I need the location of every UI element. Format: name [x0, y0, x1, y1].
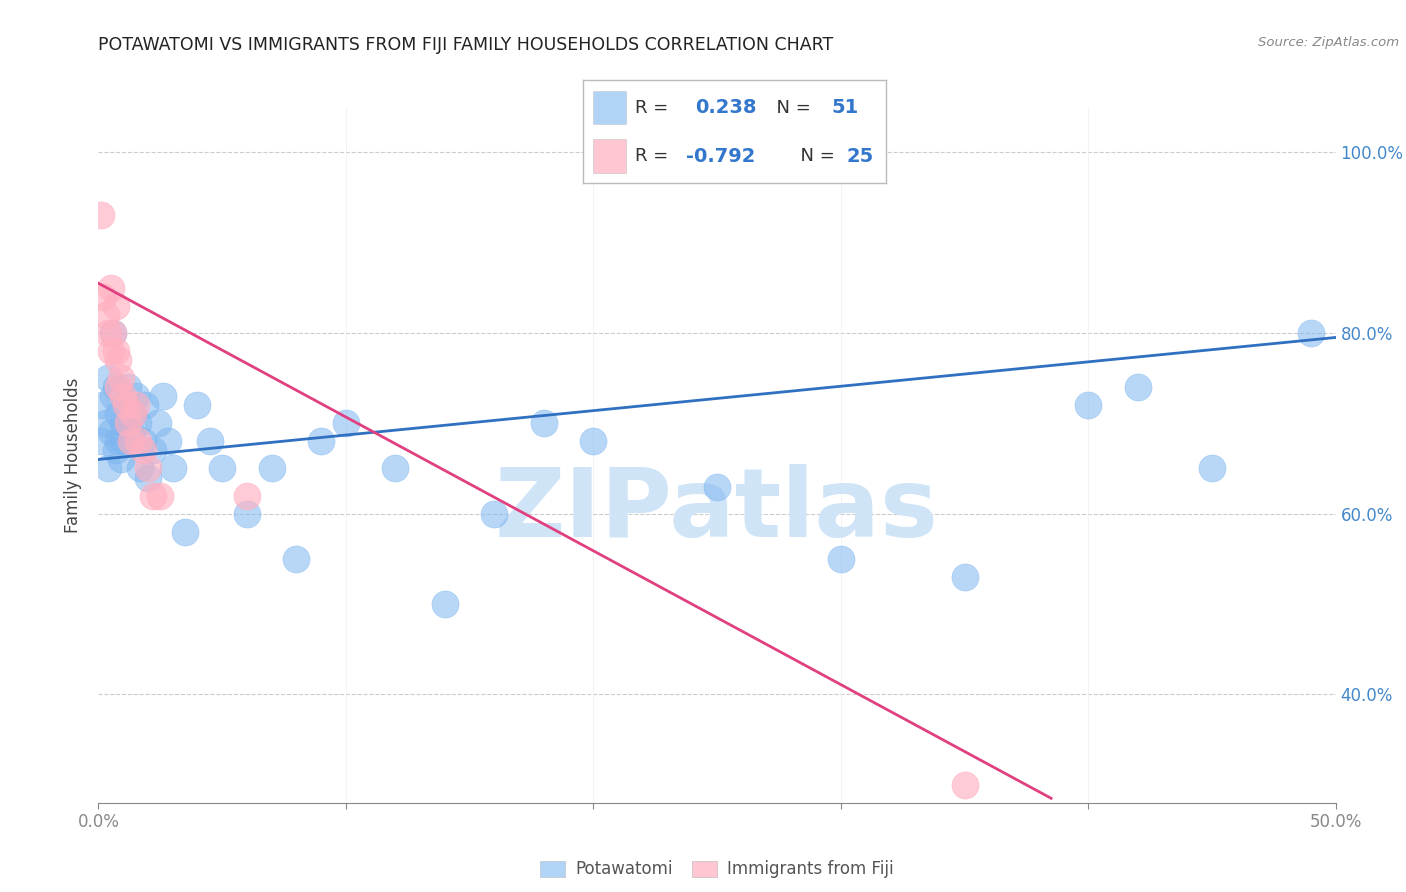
Point — [156, 434, 179, 449]
Point — [174, 524, 197, 539]
Point — [104, 299, 127, 313]
Point — [104, 344, 127, 359]
Point — [103, 326, 125, 340]
Point — [132, 443, 155, 458]
Point — [114, 398, 136, 412]
Point — [953, 778, 976, 792]
Point — [335, 417, 357, 431]
Bar — [592, 91, 626, 124]
Point — [582, 434, 605, 449]
Point — [953, 570, 976, 584]
Point — [112, 389, 135, 403]
Text: N =: N = — [789, 147, 841, 165]
Text: ZIPatlas: ZIPatlas — [495, 464, 939, 558]
Legend: Potawatomi, Immigrants from Fiji: Potawatomi, Immigrants from Fiji — [533, 854, 901, 885]
Point — [1299, 326, 1322, 340]
Point — [127, 434, 149, 449]
Point — [384, 461, 406, 475]
Point — [107, 407, 129, 421]
Point — [107, 380, 129, 394]
Point — [104, 443, 127, 458]
Point — [142, 489, 165, 503]
Y-axis label: Family Households: Family Households — [65, 377, 83, 533]
Point — [484, 507, 506, 521]
Point — [117, 380, 139, 394]
Text: R =: R = — [636, 147, 673, 165]
Text: Source: ZipAtlas.com: Source: ZipAtlas.com — [1258, 36, 1399, 49]
Point — [103, 326, 125, 340]
Point — [129, 461, 152, 475]
Point — [162, 461, 184, 475]
Point — [136, 461, 159, 475]
Point — [433, 597, 456, 611]
Point — [533, 417, 555, 431]
Point — [107, 434, 129, 449]
Point — [100, 281, 122, 295]
Text: N =: N = — [765, 99, 817, 117]
Point — [117, 417, 139, 431]
Point — [120, 434, 142, 449]
Text: -0.792: -0.792 — [686, 146, 755, 166]
Point — [94, 308, 117, 322]
Point — [107, 353, 129, 368]
Point — [198, 434, 221, 449]
Point — [100, 344, 122, 359]
Point — [260, 461, 283, 475]
Point — [90, 434, 112, 449]
Point — [100, 425, 122, 440]
Point — [127, 417, 149, 431]
Point — [136, 470, 159, 484]
Point — [132, 434, 155, 449]
Point — [122, 407, 145, 421]
Point — [104, 380, 127, 394]
Point — [211, 461, 233, 475]
Point — [309, 434, 332, 449]
Point — [114, 398, 136, 412]
Point — [94, 417, 117, 431]
Point — [110, 371, 132, 385]
Point — [97, 326, 120, 340]
Point — [1126, 380, 1149, 394]
Point — [124, 398, 146, 412]
Point — [134, 398, 156, 412]
Point — [146, 417, 169, 431]
Point — [124, 389, 146, 403]
Point — [93, 398, 115, 412]
Point — [236, 507, 259, 521]
Point — [152, 389, 174, 403]
Point — [112, 434, 135, 449]
Point — [122, 407, 145, 421]
Point — [120, 425, 142, 440]
Text: 25: 25 — [846, 146, 873, 166]
Text: POTAWATOMI VS IMMIGRANTS FROM FIJI FAMILY HOUSEHOLDS CORRELATION CHART: POTAWATOMI VS IMMIGRANTS FROM FIJI FAMIL… — [98, 36, 834, 54]
Point — [149, 489, 172, 503]
Point — [90, 209, 112, 223]
Point — [93, 290, 115, 304]
Point — [142, 443, 165, 458]
Point — [186, 398, 208, 412]
Point — [97, 371, 120, 385]
Point — [97, 461, 120, 475]
Point — [706, 479, 728, 493]
Bar — [592, 139, 626, 173]
Point — [830, 551, 852, 566]
Point — [110, 452, 132, 467]
Point — [1201, 461, 1223, 475]
Point — [236, 489, 259, 503]
Text: 51: 51 — [831, 98, 859, 118]
Point — [112, 417, 135, 431]
Point — [103, 389, 125, 403]
Text: 0.238: 0.238 — [696, 98, 756, 118]
Point — [285, 551, 308, 566]
Text: R =: R = — [636, 99, 679, 117]
Point — [1077, 398, 1099, 412]
